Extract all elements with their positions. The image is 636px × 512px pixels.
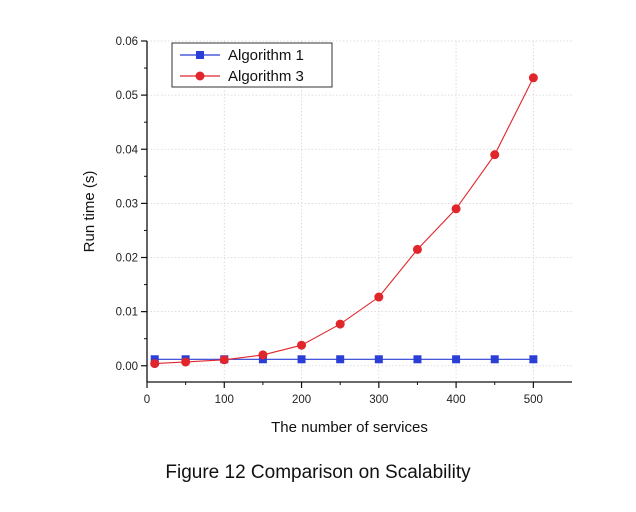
data-point xyxy=(219,355,229,365)
y-tick-label: 0.00 xyxy=(116,361,138,373)
x-tick-label: 500 xyxy=(524,394,543,406)
scalability-chart: 0.00 0.01 0.02 0.03 0.04 0.05 0.06 0 100 200 300 40… xyxy=(81,36,572,436)
data-point xyxy=(528,73,538,83)
y-tick-label: 0.06 xyxy=(116,36,138,48)
data-point xyxy=(258,350,268,360)
data-point xyxy=(412,244,422,254)
y-tick-label: 0.05 xyxy=(116,90,138,102)
data-point xyxy=(297,340,307,350)
figure-caption: Figure 12 Comparison on Scalability xyxy=(165,462,471,483)
data-point xyxy=(335,319,345,329)
tick-marks xyxy=(141,40,534,388)
tick-labels: 0.00 0.01 0.02 0.03 0.04 0.05 0.06 0 100 200 300 40… xyxy=(116,36,543,406)
x-tick-label: 200 xyxy=(292,394,311,406)
data-point xyxy=(374,355,383,364)
grid-lines xyxy=(146,40,572,382)
axes xyxy=(146,41,572,383)
x-tick-label: 0 xyxy=(144,394,150,406)
data-point xyxy=(490,150,500,160)
x-tick-label: 300 xyxy=(369,394,388,406)
y-tick-label: 0.02 xyxy=(116,253,138,265)
data-point xyxy=(374,292,384,302)
data-point xyxy=(413,355,422,364)
data-point xyxy=(297,355,306,364)
data-point xyxy=(490,355,499,364)
y-tick-label: 0.03 xyxy=(116,198,138,210)
data-point xyxy=(529,355,538,364)
series-1 xyxy=(150,355,538,364)
data-point xyxy=(452,355,461,364)
x-tick-label: 100 xyxy=(215,394,234,406)
legend-label: Algorithm 3 xyxy=(228,68,304,85)
y-tick-label: 0.04 xyxy=(116,144,139,156)
series-layer xyxy=(150,73,538,369)
legend: Algorithm 1 Algorithm 3 xyxy=(171,42,333,88)
y-tick-label: 0.01 xyxy=(116,307,138,319)
x-tick-label: 400 xyxy=(446,394,465,406)
legend-label: Algorithm 1 xyxy=(228,47,304,64)
legend-marker xyxy=(196,51,204,59)
data-point xyxy=(336,355,345,364)
y-axis-title: Run time (s) xyxy=(81,171,98,253)
x-axis-title: The number of services xyxy=(271,419,428,436)
data-point xyxy=(181,357,191,367)
series-line xyxy=(154,77,534,365)
data-point xyxy=(451,204,461,214)
data-point xyxy=(150,359,160,369)
series-2 xyxy=(150,73,538,369)
legend-marker xyxy=(195,71,205,81)
